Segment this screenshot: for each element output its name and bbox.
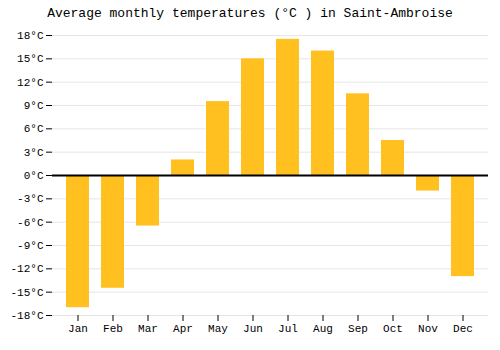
svg-text:12°C: 12°C xyxy=(17,77,44,89)
svg-text:-12°C: -12°C xyxy=(10,263,43,275)
svg-text:Jan: Jan xyxy=(68,323,88,335)
svg-text:Sep: Sep xyxy=(348,323,368,335)
svg-text:Jul: Jul xyxy=(278,323,298,335)
svg-text:-6°C: -6°C xyxy=(17,217,44,229)
svg-text:Oct: Oct xyxy=(383,323,403,335)
svg-text:Feb: Feb xyxy=(103,323,123,335)
html-text:Average monthly temperatures (: Average monthly temperatures (°C ) in Sa… xyxy=(47,6,453,21)
svg-text:-9°C: -9°C xyxy=(17,240,44,252)
svg-text:9°C: 9°C xyxy=(24,100,44,112)
svg-text:0°C: 0°C xyxy=(24,170,44,182)
svg-text:Nov: Nov xyxy=(418,323,438,335)
svg-text:6°C: 6°C xyxy=(24,123,44,135)
svg-text:-18°C: -18°C xyxy=(10,310,43,322)
svg-text:Dec: Dec xyxy=(453,323,473,335)
svg-text:15°C: 15°C xyxy=(17,53,44,65)
svg-text:3°C: 3°C xyxy=(24,147,44,159)
svg-text:Apr: Apr xyxy=(173,323,193,335)
svg-text:Mar: Mar xyxy=(138,323,158,335)
svg-text:-3°C: -3°C xyxy=(17,193,44,205)
svg-text:18°C: 18°C xyxy=(17,30,44,42)
svg-text:Jun: Jun xyxy=(243,323,263,335)
svg-text:-15°C: -15°C xyxy=(10,287,43,299)
svg-text:Aug: Aug xyxy=(313,323,333,335)
svg-text:May: May xyxy=(208,323,228,335)
